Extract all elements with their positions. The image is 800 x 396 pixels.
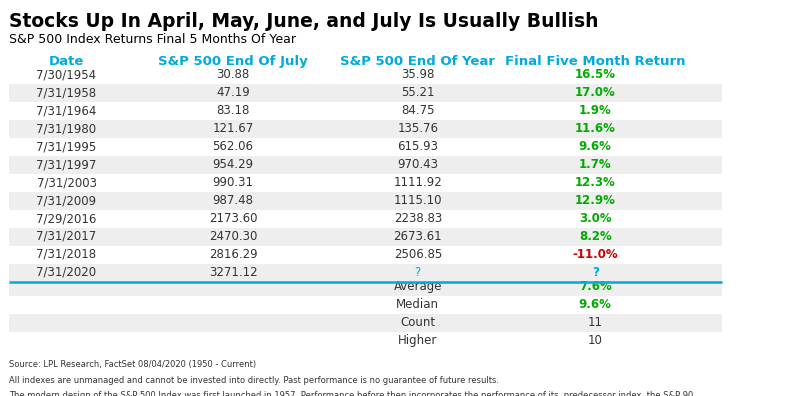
Text: S&P 500 Index Returns Final 5 Months Of Year: S&P 500 Index Returns Final 5 Months Of …: [9, 33, 296, 46]
Text: 8.2%: 8.2%: [579, 230, 611, 243]
Text: 562.06: 562.06: [213, 140, 254, 153]
Text: 7/31/1995: 7/31/1995: [37, 140, 97, 153]
Bar: [9, 66, 722, 84]
Text: Source: LPL Research, FactSet 08/04/2020 (1950 - Current): Source: LPL Research, FactSet 08/04/2020…: [9, 360, 256, 369]
Text: 7/31/2018: 7/31/2018: [37, 248, 97, 261]
Text: 12.3%: 12.3%: [575, 176, 615, 189]
Text: Average: Average: [394, 280, 442, 293]
Text: 16.5%: 16.5%: [574, 68, 616, 81]
Text: 83.18: 83.18: [217, 104, 250, 117]
Text: 987.48: 987.48: [213, 194, 254, 207]
Text: 11.6%: 11.6%: [574, 122, 616, 135]
Text: 121.67: 121.67: [213, 122, 254, 135]
Text: 7/31/2003: 7/31/2003: [37, 176, 97, 189]
Text: ?: ?: [592, 266, 598, 279]
Text: Median: Median: [396, 298, 439, 311]
Text: 615.93: 615.93: [398, 140, 438, 153]
Text: The modern design of the S&P 500 Index was first launched in 1957. Performance b: The modern design of the S&P 500 Index w…: [9, 391, 695, 396]
Text: 7/31/2020: 7/31/2020: [37, 266, 97, 279]
Text: 135.76: 135.76: [398, 122, 438, 135]
Text: Final Five Month Return: Final Five Month Return: [505, 55, 686, 69]
Text: ?: ?: [414, 266, 421, 279]
Text: 7/31/1997: 7/31/1997: [36, 158, 97, 171]
Text: 30.88: 30.88: [217, 68, 250, 81]
Text: 11: 11: [588, 316, 602, 329]
Text: 970.43: 970.43: [398, 158, 438, 171]
Text: 17.0%: 17.0%: [575, 86, 615, 99]
Text: 9.6%: 9.6%: [578, 140, 612, 153]
Bar: [9, 314, 722, 332]
Bar: [9, 156, 722, 174]
Text: 84.75: 84.75: [401, 104, 434, 117]
Text: 7/31/1964: 7/31/1964: [36, 104, 97, 117]
Text: 1.9%: 1.9%: [579, 104, 611, 117]
Text: 3271.12: 3271.12: [209, 266, 258, 279]
Bar: [9, 192, 722, 210]
Bar: [9, 264, 722, 282]
Text: Higher: Higher: [398, 334, 438, 347]
Bar: [9, 228, 722, 246]
Bar: [9, 246, 722, 264]
Text: 2173.60: 2173.60: [209, 212, 258, 225]
Bar: [9, 174, 722, 192]
Text: 7/30/1954: 7/30/1954: [37, 68, 97, 81]
Text: 7/31/1980: 7/31/1980: [37, 122, 97, 135]
Text: -11.0%: -11.0%: [572, 248, 618, 261]
Text: 7/31/2009: 7/31/2009: [37, 194, 97, 207]
Text: Count: Count: [400, 316, 435, 329]
Bar: [9, 102, 722, 120]
Text: 9.6%: 9.6%: [578, 298, 612, 311]
Text: Date: Date: [49, 55, 84, 69]
Text: 2816.29: 2816.29: [209, 248, 258, 261]
Bar: [9, 138, 722, 156]
Text: 47.19: 47.19: [216, 86, 250, 99]
Bar: [9, 332, 722, 350]
Text: 2238.83: 2238.83: [394, 212, 442, 225]
Text: 990.31: 990.31: [213, 176, 254, 189]
Text: 7/29/2016: 7/29/2016: [36, 212, 97, 225]
Text: S&P 500 End Of July: S&P 500 End Of July: [158, 55, 308, 69]
Text: 1111.92: 1111.92: [394, 176, 442, 189]
Bar: [9, 120, 722, 138]
Text: 7/31/1958: 7/31/1958: [37, 86, 97, 99]
Bar: [9, 210, 722, 228]
Text: S&P 500 End Of Year: S&P 500 End Of Year: [340, 55, 495, 69]
Text: 1115.10: 1115.10: [394, 194, 442, 207]
Text: 954.29: 954.29: [213, 158, 254, 171]
Text: 10: 10: [588, 334, 602, 347]
Text: 2673.61: 2673.61: [394, 230, 442, 243]
Text: 7/31/2017: 7/31/2017: [37, 230, 97, 243]
Text: 3.0%: 3.0%: [579, 212, 611, 225]
Text: 7.6%: 7.6%: [579, 280, 611, 293]
Text: 2506.85: 2506.85: [394, 248, 442, 261]
Text: 55.21: 55.21: [401, 86, 434, 99]
Text: 12.9%: 12.9%: [574, 194, 616, 207]
Text: Stocks Up In April, May, June, and July Is Usually Bullish: Stocks Up In April, May, June, and July …: [9, 12, 598, 31]
Text: 2470.30: 2470.30: [209, 230, 258, 243]
Text: 35.98: 35.98: [401, 68, 434, 81]
Bar: [9, 278, 722, 296]
Bar: [9, 296, 722, 314]
Bar: [9, 84, 722, 102]
Text: All indexes are unmanaged and cannot be invested into directly. Past performance: All indexes are unmanaged and cannot be …: [9, 375, 498, 385]
Text: 1.7%: 1.7%: [579, 158, 611, 171]
